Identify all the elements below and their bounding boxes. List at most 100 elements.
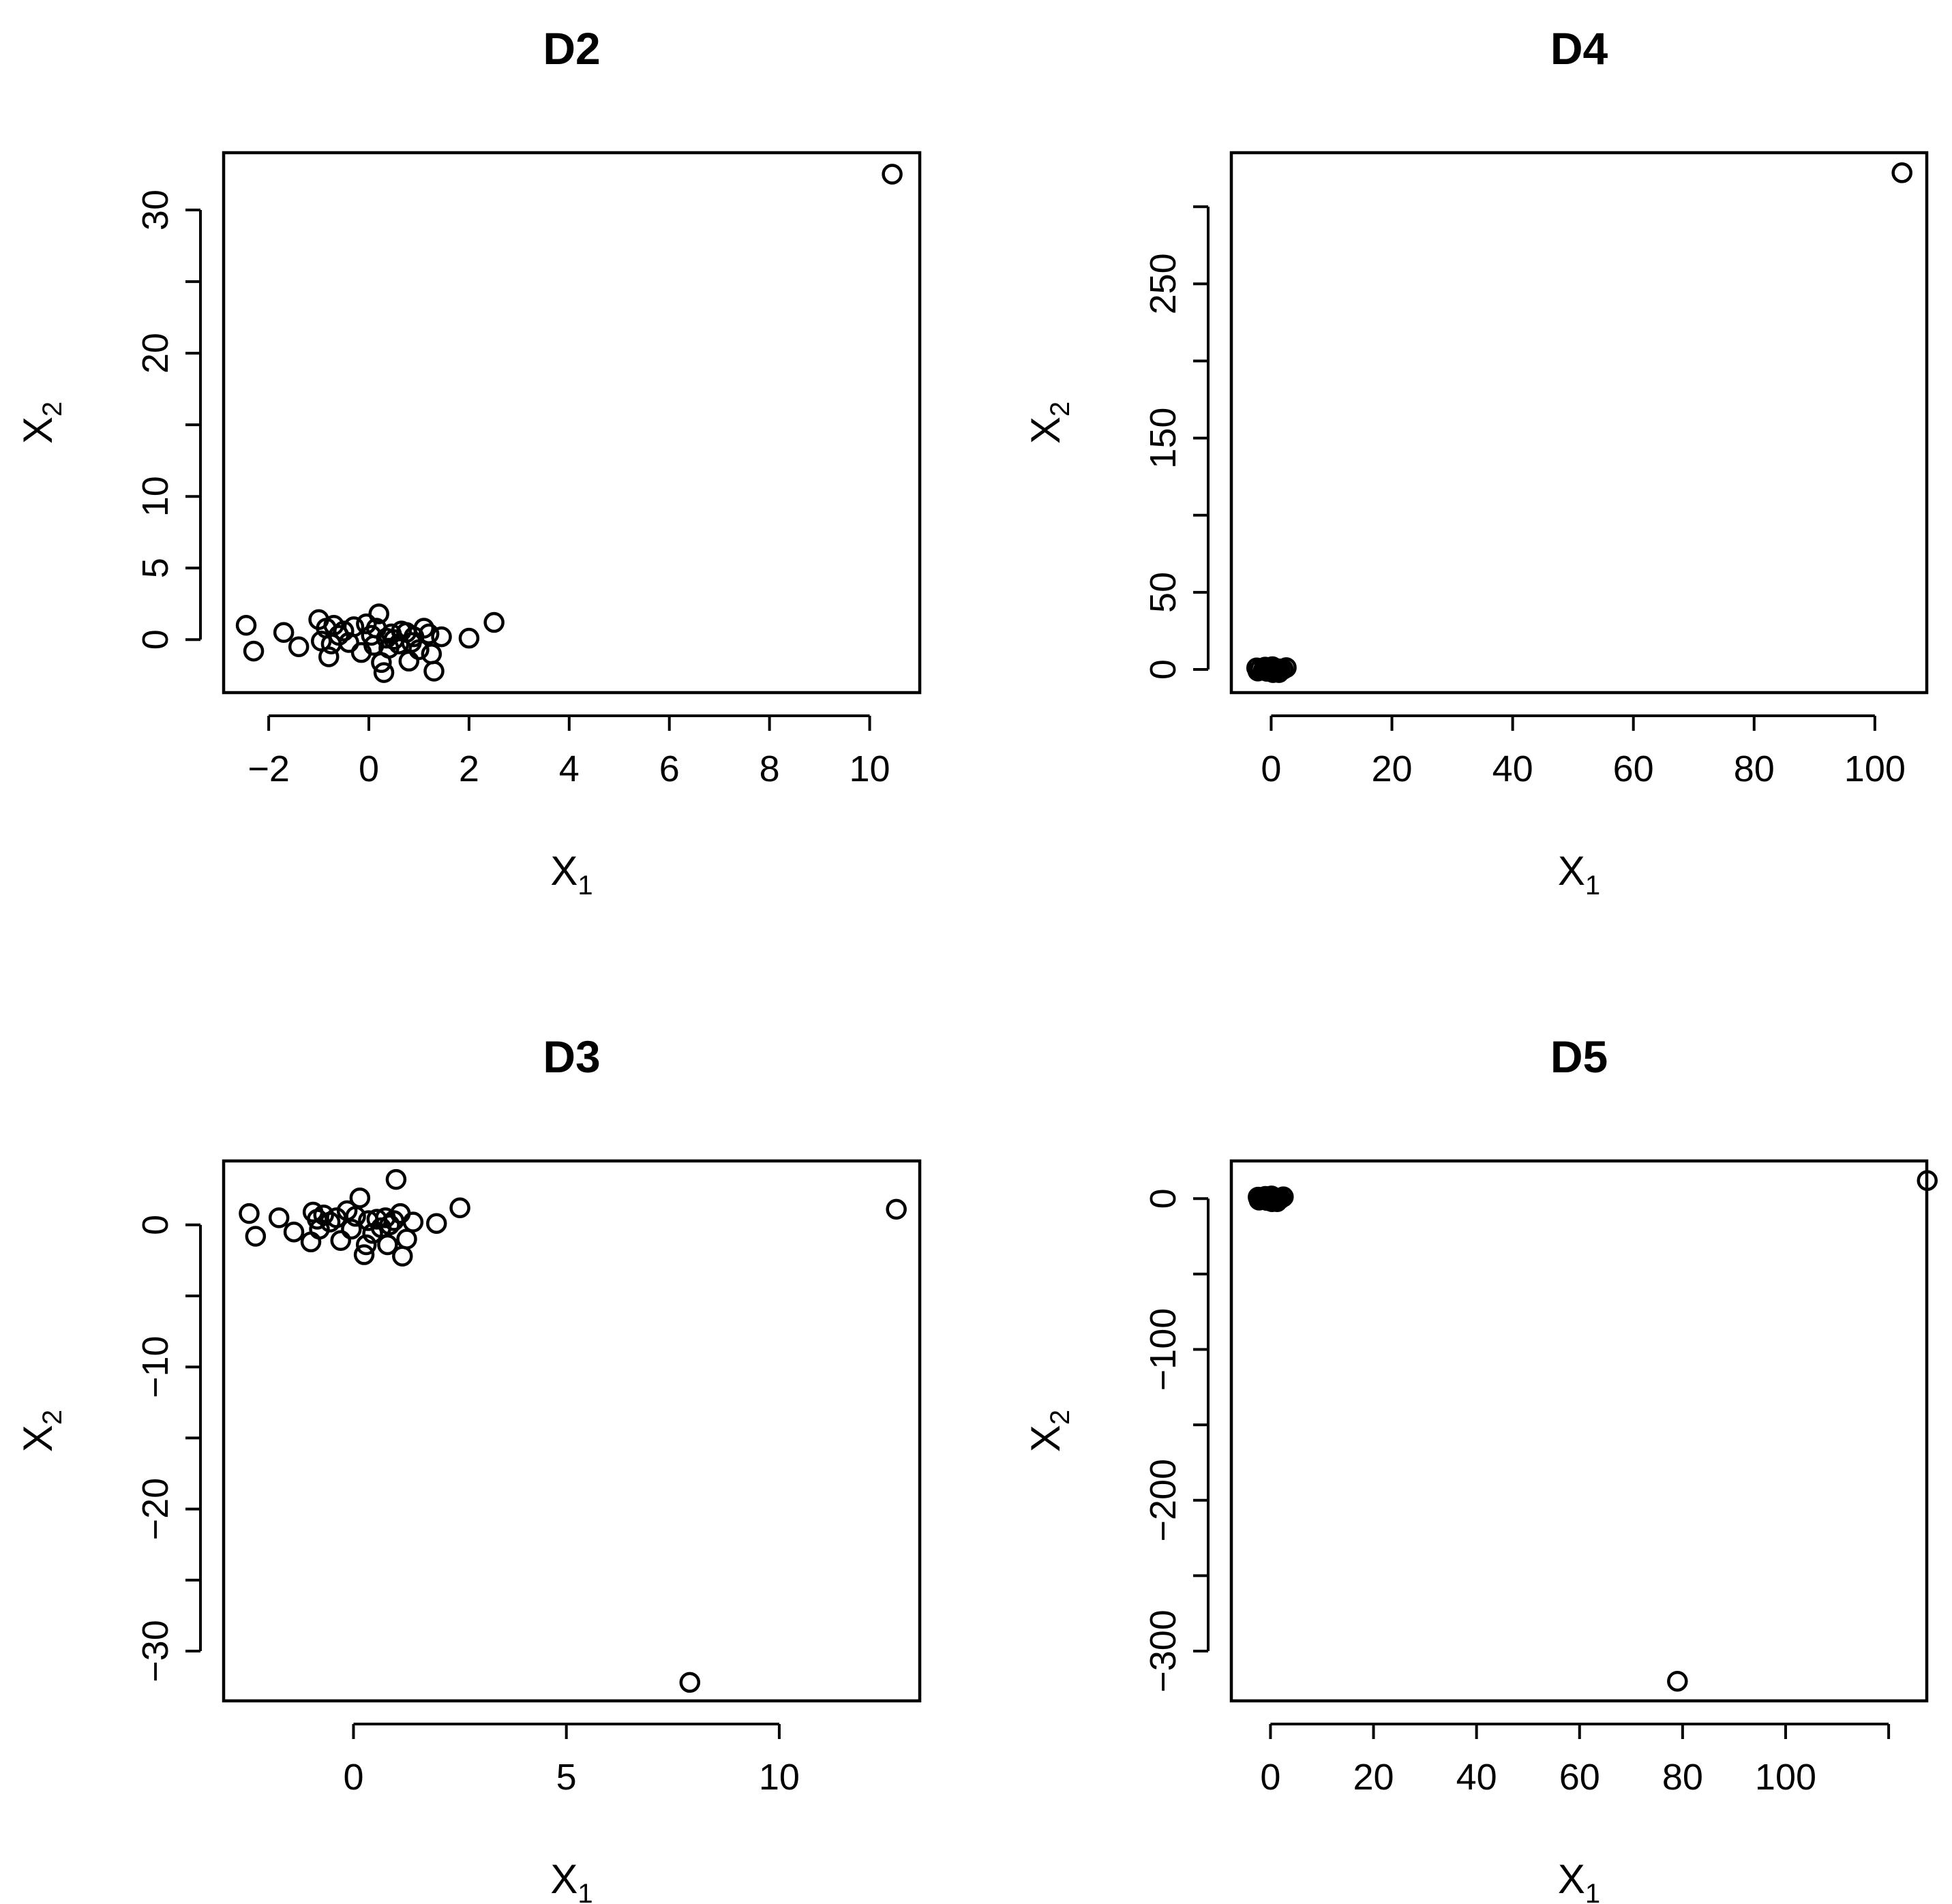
panel-d2: D2 −2 0 2 4 6 8 10 0 5 10 20 30 X1 X2 bbox=[15, 23, 922, 901]
data-point bbox=[423, 661, 445, 682]
data-point bbox=[449, 1197, 470, 1219]
y-tick-label: 10 bbox=[135, 476, 176, 517]
data-point bbox=[343, 616, 365, 637]
y-tick-label: 5 bbox=[135, 558, 176, 578]
y-axis-label: X2 bbox=[1023, 402, 1075, 444]
x-axis: 0 20 40 60 80 100 bbox=[1261, 714, 1906, 789]
data-point bbox=[377, 1234, 398, 1256]
data-point bbox=[1667, 1670, 1688, 1692]
data-point bbox=[235, 615, 257, 636]
plot-frame bbox=[1229, 1159, 1929, 1703]
data-point bbox=[1917, 1170, 1938, 1192]
data-point bbox=[309, 1218, 330, 1240]
x-tick-label: 80 bbox=[1734, 749, 1775, 789]
data-point bbox=[431, 626, 452, 648]
data-point bbox=[333, 620, 355, 641]
y-tick-label: −300 bbox=[1143, 1610, 1184, 1693]
y-tick-label: 50 bbox=[1143, 572, 1184, 613]
data-point bbox=[353, 1244, 375, 1265]
plot-title: D4 bbox=[1550, 23, 1608, 74]
data-point bbox=[323, 615, 344, 636]
data-point bbox=[355, 1234, 377, 1256]
x-tick-label: 60 bbox=[1613, 749, 1654, 789]
data-point bbox=[349, 1187, 371, 1209]
x-axis-label: X1 bbox=[550, 1856, 592, 1904]
data-point bbox=[356, 613, 377, 635]
x-tick-label: 20 bbox=[1371, 749, 1412, 789]
data-points bbox=[235, 164, 903, 683]
data-point bbox=[483, 611, 505, 633]
data-point bbox=[1273, 1186, 1294, 1207]
y-tick-label: −100 bbox=[1143, 1308, 1184, 1391]
x-tick-label: 8 bbox=[760, 749, 780, 789]
data-point bbox=[239, 1203, 260, 1224]
data-point bbox=[318, 646, 340, 667]
panel-d4: D4 0 20 40 60 80 100 0 50 150 250 X1 X2 bbox=[1023, 23, 1929, 901]
x-axis: 0 5 10 bbox=[343, 1723, 800, 1798]
y-axis: −300 −200 −100 0 bbox=[1143, 1188, 1210, 1693]
x-tick-label: 0 bbox=[343, 1757, 363, 1798]
y-tick-label: 0 bbox=[1143, 659, 1184, 680]
y-tick-label: 0 bbox=[135, 1215, 176, 1235]
data-point bbox=[385, 1168, 407, 1190]
data-point bbox=[408, 639, 430, 661]
data-point bbox=[368, 603, 389, 624]
x-tick-label: 40 bbox=[1492, 749, 1533, 789]
x-tick-label: 0 bbox=[359, 749, 379, 789]
data-point bbox=[402, 1211, 424, 1233]
data-point bbox=[268, 1207, 290, 1228]
y-tick-label: −200 bbox=[1143, 1459, 1184, 1542]
x-tick-label: 10 bbox=[759, 1757, 800, 1798]
data-point bbox=[418, 623, 440, 645]
data-points bbox=[1248, 1170, 1938, 1692]
y-axis: 0 50 150 250 bbox=[1143, 205, 1210, 680]
x-axis-label: X1 bbox=[1558, 848, 1600, 901]
data-point bbox=[886, 1198, 907, 1220]
y-tick-label: −30 bbox=[135, 1620, 176, 1682]
data-point bbox=[243, 640, 265, 662]
data-point bbox=[882, 164, 903, 185]
data-point bbox=[283, 1221, 305, 1243]
data-point bbox=[413, 618, 435, 639]
x-tick-label: 20 bbox=[1353, 1757, 1394, 1798]
x-tick-label: 80 bbox=[1662, 1757, 1703, 1798]
y-axis-label: X2 bbox=[1023, 1410, 1075, 1452]
plot-title: D5 bbox=[1550, 1031, 1608, 1082]
data-point bbox=[1276, 657, 1297, 678]
data-point bbox=[1891, 162, 1912, 183]
y-axis: −30 −20 −10 0 bbox=[135, 1215, 202, 1682]
y-tick-label: 150 bbox=[1143, 408, 1184, 469]
y-tick-label: 0 bbox=[135, 629, 176, 650]
data-point bbox=[273, 622, 295, 644]
data-point bbox=[373, 662, 395, 683]
panel-d5: D5 0 20 40 60 80 100 −300 −200 −100 0 X1 X2 bbox=[1023, 1031, 1938, 1904]
y-tick-label: −10 bbox=[135, 1335, 176, 1398]
data-point bbox=[330, 1230, 351, 1251]
y-axis: 0 5 10 20 30 bbox=[135, 190, 202, 650]
x-tick-label: 5 bbox=[556, 1757, 577, 1798]
y-tick-label: −20 bbox=[135, 1478, 176, 1541]
y-axis-label: X2 bbox=[15, 1410, 67, 1452]
x-tick-label: 40 bbox=[1456, 1757, 1497, 1798]
data-point bbox=[345, 1206, 366, 1227]
x-axis-label: X1 bbox=[550, 848, 592, 901]
x-tick-label: 4 bbox=[559, 749, 580, 789]
x-tick-label: 100 bbox=[1844, 749, 1906, 789]
x-tick-label: 10 bbox=[850, 749, 890, 789]
plot-frame bbox=[1229, 151, 1929, 695]
x-axis: 0 20 40 60 80 100 bbox=[1260, 1723, 1891, 1798]
x-tick-label: 0 bbox=[1260, 1757, 1280, 1798]
data-points bbox=[1246, 162, 1912, 683]
x-axis-label: X1 bbox=[1558, 1856, 1600, 1904]
plot-frame bbox=[222, 1159, 922, 1703]
y-tick-label: 250 bbox=[1143, 253, 1184, 314]
plot-title: D3 bbox=[543, 1031, 600, 1082]
data-points bbox=[239, 1168, 907, 1693]
plot-title: D2 bbox=[543, 23, 600, 74]
panel-d3: D3 0 5 10 −30 −20 −10 0 X1 X2 bbox=[15, 1031, 922, 1904]
y-axis-label: X2 bbox=[15, 402, 67, 444]
data-point bbox=[425, 1213, 447, 1234]
x-tick-label: −2 bbox=[247, 749, 290, 789]
y-tick-label: 30 bbox=[135, 190, 176, 230]
